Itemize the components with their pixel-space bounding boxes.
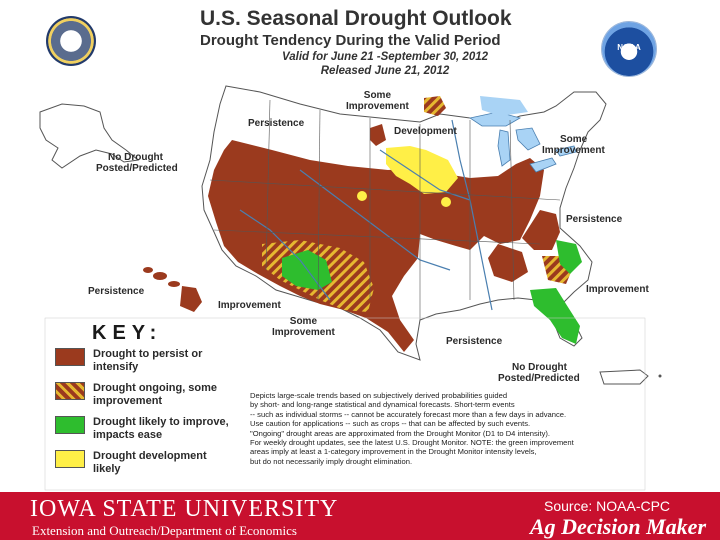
footer-bar: IOWA STATE UNIVERSITY Extension and Outr…: [0, 492, 720, 540]
alaska: [39, 103, 140, 169]
label-persistence-hawaii: Persistence: [88, 286, 145, 297]
extension-text: Extension and Outreach/Department of Eco…: [32, 523, 297, 538]
label-no-drought-pr: No Drought Posted/Predicted: [498, 362, 580, 384]
label-no-drought-west: No Drought Posted/Predicted: [96, 152, 178, 174]
persist-region: [208, 124, 560, 352]
release-date: Released June 21, 2012: [320, 65, 450, 77]
key-label-improve: Drought likely to improve, impacts ease: [93, 416, 229, 441]
university-wordmark: IOWA STATE UNIVERSITY: [30, 496, 339, 522]
explanatory-note: Depicts large-scale trends based on subj…: [250, 391, 640, 466]
label-improvement-se: Improvement: [586, 284, 649, 295]
swatch-develop: [55, 450, 85, 468]
label-some-improvement-n: Some Improvement: [346, 90, 409, 112]
label-persistence-gulf: Persistence: [446, 336, 503, 347]
key-item-persist: Drought to persist or intensify: [55, 348, 233, 374]
note-line: "Ongoing" drought areas are approximated…: [250, 428, 551, 438]
note-line: -- such as individual storms -- cannot b…: [250, 409, 567, 419]
key-title: KEY:: [92, 322, 163, 344]
label-persistence-east: Persistence: [566, 214, 623, 225]
label-some-improvement-s: Some Improvement: [272, 316, 335, 338]
label-some-improvement-ne: Some Improvement: [542, 134, 605, 156]
commerce-seal-icon: [46, 16, 96, 66]
note-line: For weekly drought updates, see the late…: [250, 438, 574, 448]
swatch-ongoing: [55, 382, 85, 400]
label-improvement-sw: Improvement: [218, 300, 281, 311]
lake-superior: [480, 96, 528, 116]
swatch-improve: [55, 416, 85, 434]
puerto-rico: [599, 369, 662, 385]
map-title: U.S. Seasonal Drought Outlook: [200, 7, 512, 30]
valid-period: Valid for June 21 -September 30, 2012: [281, 51, 489, 63]
key-label-persist: Drought to persist or intensify: [93, 348, 203, 373]
state-borders: [209, 99, 561, 320]
map-title-block: U.S. Seasonal Drought Outlook Drought Te…: [200, 6, 560, 78]
legend-frame: [44, 317, 646, 491]
note-line: Use caution for applications -- such as …: [250, 419, 531, 429]
noaa-logo-text: NOAA: [617, 43, 641, 52]
note-line: areas imply at least a 1-category improv…: [250, 447, 537, 457]
great-lakes: [468, 111, 577, 173]
note-line: by short- and long-range statistical and…: [250, 400, 515, 410]
swatch-persist: [55, 348, 85, 366]
key-label-develop: Drought development likely: [93, 450, 207, 475]
noaa-logo-icon: NOAA: [602, 22, 656, 76]
develop-region: [357, 146, 458, 207]
drought-outlook-map: [39, 85, 662, 491]
hawaii: [143, 267, 202, 312]
source-credit: Source: NOAA-CPC: [544, 498, 671, 514]
label-persistence-nw: Persistence: [248, 118, 305, 129]
note-line: Depicts large-scale trends based on subj…: [250, 391, 508, 400]
key-item-improve: Drought likely to improve, impacts ease: [55, 416, 233, 442]
map-subtitle: Drought Tendency During the Valid Period: [200, 32, 501, 49]
label-development: Development: [394, 126, 457, 137]
key-item-develop: Drought development likely: [55, 450, 233, 476]
rivers: [239, 119, 493, 311]
ag-decision-maker-brand: Ag Decision Maker: [530, 514, 706, 539]
note-line: but do not necessarily imply drought eli…: [250, 456, 413, 466]
key-label-ongoing: Drought ongoing, some improvement: [93, 382, 218, 407]
key-item-ongoing: Drought ongoing, some improvement: [55, 382, 233, 408]
